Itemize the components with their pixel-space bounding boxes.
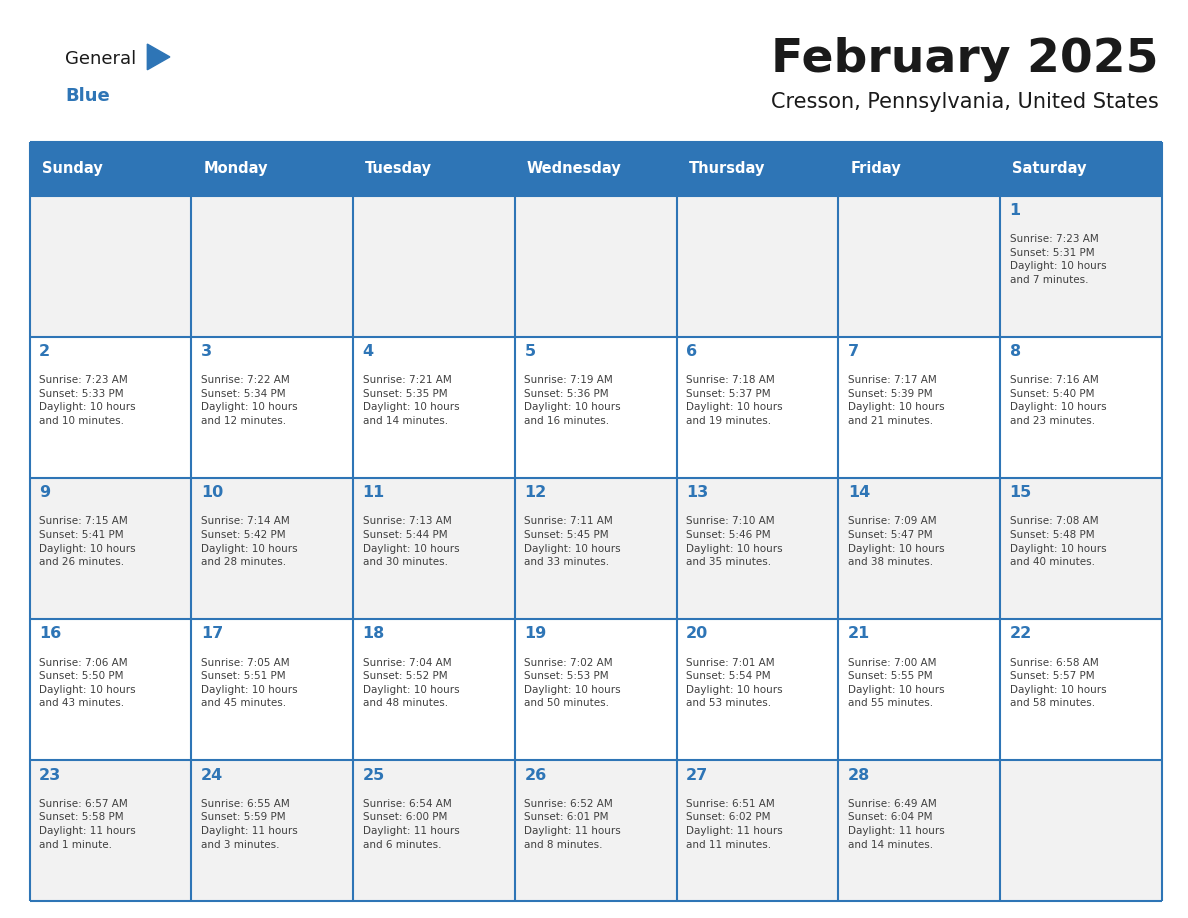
Text: 25: 25 [362, 767, 385, 783]
Text: Sunrise: 7:00 AM
Sunset: 5:55 PM
Daylight: 10 hours
and 55 minutes.: Sunrise: 7:00 AM Sunset: 5:55 PM Dayligh… [848, 657, 944, 709]
Text: Sunrise: 7:18 AM
Sunset: 5:37 PM
Daylight: 10 hours
and 19 minutes.: Sunrise: 7:18 AM Sunset: 5:37 PM Dayligh… [687, 375, 783, 426]
Text: 17: 17 [201, 626, 223, 642]
Text: 26: 26 [524, 767, 546, 783]
Text: Thursday: Thursday [689, 162, 765, 176]
Text: 4: 4 [362, 344, 374, 359]
Text: Sunrise: 7:10 AM
Sunset: 5:46 PM
Daylight: 10 hours
and 35 minutes.: Sunrise: 7:10 AM Sunset: 5:46 PM Dayligh… [687, 517, 783, 567]
Text: 6: 6 [687, 344, 697, 359]
Text: 8: 8 [1010, 344, 1020, 359]
Text: 19: 19 [524, 626, 546, 642]
Text: Sunrise: 7:04 AM
Sunset: 5:52 PM
Daylight: 10 hours
and 48 minutes.: Sunrise: 7:04 AM Sunset: 5:52 PM Dayligh… [362, 657, 460, 709]
Text: Sunrise: 6:58 AM
Sunset: 5:57 PM
Daylight: 10 hours
and 58 minutes.: Sunrise: 6:58 AM Sunset: 5:57 PM Dayligh… [1010, 657, 1106, 709]
Bar [30, 142, 1162, 196]
Text: 20: 20 [687, 626, 708, 642]
Text: Friday: Friday [851, 162, 901, 176]
Bar [30, 337, 1162, 478]
Text: 1: 1 [1010, 203, 1020, 218]
Text: 24: 24 [201, 767, 223, 783]
Text: Sunrise: 7:23 AM
Sunset: 5:33 PM
Daylight: 10 hours
and 10 minutes.: Sunrise: 7:23 AM Sunset: 5:33 PM Dayligh… [39, 375, 135, 426]
Text: Sunrise: 6:57 AM
Sunset: 5:58 PM
Daylight: 11 hours
and 1 minute.: Sunrise: 6:57 AM Sunset: 5:58 PM Dayligh… [39, 799, 135, 850]
Bar [30, 619, 1162, 760]
Text: Sunrise: 7:01 AM
Sunset: 5:54 PM
Daylight: 10 hours
and 53 minutes.: Sunrise: 7:01 AM Sunset: 5:54 PM Dayligh… [687, 657, 783, 709]
Bar [30, 196, 1162, 337]
Text: Sunrise: 6:55 AM
Sunset: 5:59 PM
Daylight: 11 hours
and 3 minutes.: Sunrise: 6:55 AM Sunset: 5:59 PM Dayligh… [201, 799, 298, 850]
Text: 10: 10 [201, 486, 223, 500]
Text: Sunrise: 7:15 AM
Sunset: 5:41 PM
Daylight: 10 hours
and 26 minutes.: Sunrise: 7:15 AM Sunset: 5:41 PM Dayligh… [39, 517, 135, 567]
Text: Sunrise: 7:22 AM
Sunset: 5:34 PM
Daylight: 10 hours
and 12 minutes.: Sunrise: 7:22 AM Sunset: 5:34 PM Dayligh… [201, 375, 297, 426]
Text: 9: 9 [39, 486, 50, 500]
Text: Sunrise: 7:23 AM
Sunset: 5:31 PM
Daylight: 10 hours
and 7 minutes.: Sunrise: 7:23 AM Sunset: 5:31 PM Dayligh… [1010, 234, 1106, 285]
Bar [30, 478, 1162, 619]
Text: Sunrise: 7:17 AM
Sunset: 5:39 PM
Daylight: 10 hours
and 21 minutes.: Sunrise: 7:17 AM Sunset: 5:39 PM Dayligh… [848, 375, 944, 426]
Text: Sunrise: 7:11 AM
Sunset: 5:45 PM
Daylight: 10 hours
and 33 minutes.: Sunrise: 7:11 AM Sunset: 5:45 PM Dayligh… [524, 517, 621, 567]
Text: General: General [65, 50, 137, 69]
Text: Sunrise: 6:51 AM
Sunset: 6:02 PM
Daylight: 11 hours
and 11 minutes.: Sunrise: 6:51 AM Sunset: 6:02 PM Dayligh… [687, 799, 783, 850]
Text: 3: 3 [201, 344, 213, 359]
Text: 12: 12 [524, 486, 546, 500]
Text: Tuesday: Tuesday [365, 162, 432, 176]
Text: Blue: Blue [65, 87, 110, 106]
Text: Sunrise: 7:09 AM
Sunset: 5:47 PM
Daylight: 10 hours
and 38 minutes.: Sunrise: 7:09 AM Sunset: 5:47 PM Dayligh… [848, 517, 944, 567]
Text: 23: 23 [39, 767, 62, 783]
Text: Sunrise: 6:52 AM
Sunset: 6:01 PM
Daylight: 11 hours
and 8 minutes.: Sunrise: 6:52 AM Sunset: 6:01 PM Dayligh… [524, 799, 621, 850]
Text: Sunrise: 7:14 AM
Sunset: 5:42 PM
Daylight: 10 hours
and 28 minutes.: Sunrise: 7:14 AM Sunset: 5:42 PM Dayligh… [201, 517, 297, 567]
Text: 2: 2 [39, 344, 50, 359]
Text: 27: 27 [687, 767, 708, 783]
Text: 5: 5 [524, 344, 536, 359]
Text: Sunrise: 7:05 AM
Sunset: 5:51 PM
Daylight: 10 hours
and 45 minutes.: Sunrise: 7:05 AM Sunset: 5:51 PM Dayligh… [201, 657, 297, 709]
Text: Sunrise: 7:02 AM
Sunset: 5:53 PM
Daylight: 10 hours
and 50 minutes.: Sunrise: 7:02 AM Sunset: 5:53 PM Dayligh… [524, 657, 621, 709]
Text: Sunrise: 7:21 AM
Sunset: 5:35 PM
Daylight: 10 hours
and 14 minutes.: Sunrise: 7:21 AM Sunset: 5:35 PM Dayligh… [362, 375, 460, 426]
Text: 13: 13 [687, 486, 708, 500]
Text: Sunrise: 6:49 AM
Sunset: 6:04 PM
Daylight: 11 hours
and 14 minutes.: Sunrise: 6:49 AM Sunset: 6:04 PM Dayligh… [848, 799, 944, 850]
Text: Sunrise: 7:08 AM
Sunset: 5:48 PM
Daylight: 10 hours
and 40 minutes.: Sunrise: 7:08 AM Sunset: 5:48 PM Dayligh… [1010, 517, 1106, 567]
Text: 22: 22 [1010, 626, 1032, 642]
Text: Sunrise: 7:13 AM
Sunset: 5:44 PM
Daylight: 10 hours
and 30 minutes.: Sunrise: 7:13 AM Sunset: 5:44 PM Dayligh… [362, 517, 460, 567]
Text: 18: 18 [362, 626, 385, 642]
Text: Saturday: Saturday [1012, 162, 1087, 176]
Text: Sunrise: 7:06 AM
Sunset: 5:50 PM
Daylight: 10 hours
and 43 minutes.: Sunrise: 7:06 AM Sunset: 5:50 PM Dayligh… [39, 657, 135, 709]
Text: 11: 11 [362, 486, 385, 500]
Text: Sunrise: 7:16 AM
Sunset: 5:40 PM
Daylight: 10 hours
and 23 minutes.: Sunrise: 7:16 AM Sunset: 5:40 PM Dayligh… [1010, 375, 1106, 426]
Text: 15: 15 [1010, 486, 1032, 500]
Text: 14: 14 [848, 486, 870, 500]
Text: 7: 7 [848, 344, 859, 359]
Text: Sunrise: 6:54 AM
Sunset: 6:00 PM
Daylight: 11 hours
and 6 minutes.: Sunrise: 6:54 AM Sunset: 6:00 PM Dayligh… [362, 799, 460, 850]
Bar [30, 760, 1162, 901]
Text: February 2025: February 2025 [771, 37, 1158, 82]
Text: 28: 28 [848, 767, 870, 783]
Text: Sunrise: 7:19 AM
Sunset: 5:36 PM
Daylight: 10 hours
and 16 minutes.: Sunrise: 7:19 AM Sunset: 5:36 PM Dayligh… [524, 375, 621, 426]
Text: Cresson, Pennsylvania, United States: Cresson, Pennsylvania, United States [771, 92, 1158, 112]
Text: 16: 16 [39, 626, 62, 642]
Text: Monday: Monday [203, 162, 267, 176]
Text: Wednesday: Wednesday [526, 162, 621, 176]
Text: 21: 21 [848, 626, 870, 642]
Text: Sunday: Sunday [42, 162, 102, 176]
